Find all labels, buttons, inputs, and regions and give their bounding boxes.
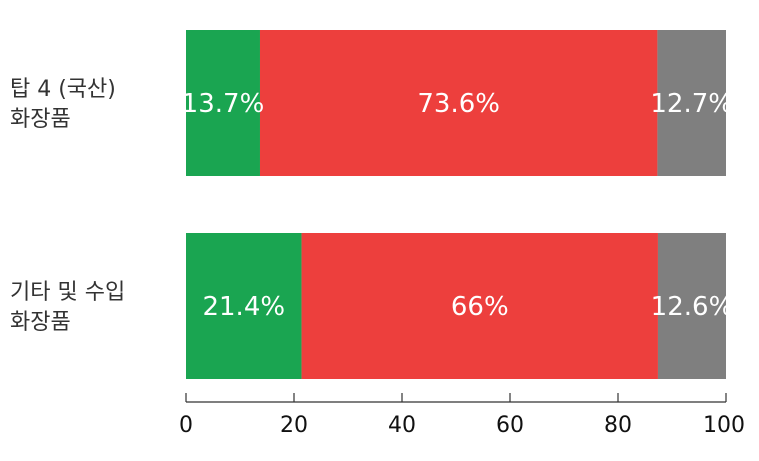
bars — [186, 30, 726, 379]
bar-segment — [186, 233, 302, 379]
data-label: 13.7% — [182, 89, 265, 119]
data-label: 12.6% — [651, 292, 734, 322]
x-tick-label: 60 — [496, 413, 524, 438]
bar-segment — [657, 30, 726, 176]
bar-segment — [301, 233, 658, 379]
x-tick-label: 20 — [280, 413, 308, 438]
data-label: 12.7% — [650, 89, 733, 119]
data-label: 73.6% — [417, 89, 500, 119]
x-tick-label: 0 — [179, 413, 193, 438]
x-tick-label: 40 — [388, 413, 416, 438]
data-label: 21.4% — [202, 292, 285, 322]
bar-segment — [259, 30, 658, 176]
bar-segment — [186, 30, 260, 176]
category-label: 화장품 — [10, 107, 71, 132]
category-label: 탑 4 (국산) — [10, 77, 116, 102]
x-tick-label: 100 — [703, 413, 745, 438]
category-label: 기타 및 수입 — [10, 280, 125, 305]
data-label: 66% — [451, 292, 509, 322]
category-label: 화장품 — [10, 310, 71, 335]
x-axis: 0 20 40 60 80 100 — [179, 393, 745, 438]
bar-segment — [657, 233, 726, 379]
segment-labels: 13.7% 73.6% 12.7% 21.4% 66% 12.6% — [182, 89, 734, 322]
x-tick-label: 80 — [604, 413, 632, 438]
